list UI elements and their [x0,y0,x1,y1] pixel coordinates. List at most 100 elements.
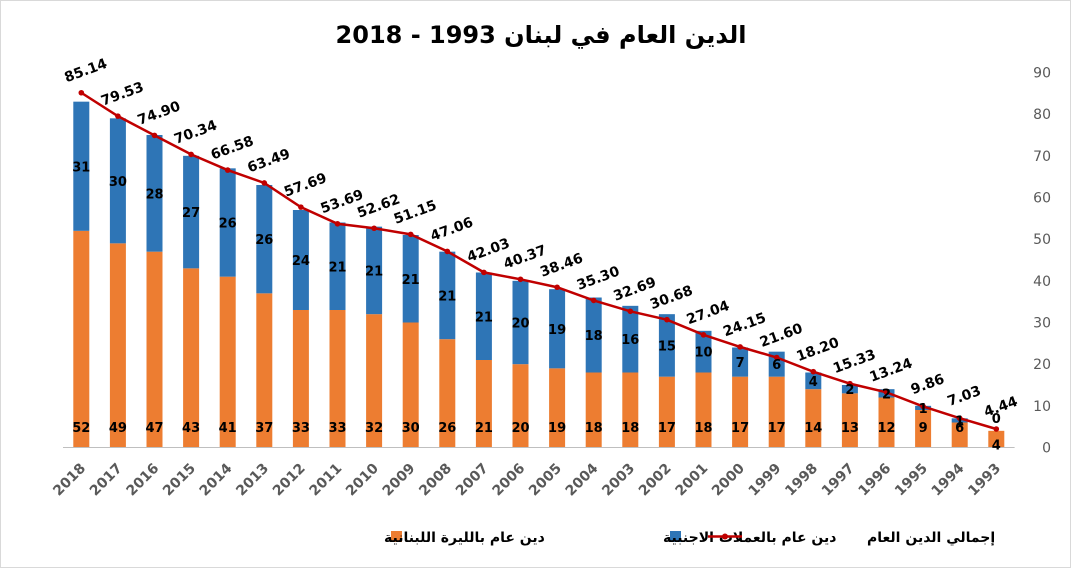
legend-marker-total [722,533,728,540]
bar-lbp-debt [951,422,968,448]
x-tick-label: 2005 [526,461,565,500]
total-value-label: 57.69 [282,170,329,200]
foreign-value-label: 10 [694,346,712,361]
bar-lbp-debt [256,293,273,448]
total-debt-marker [590,297,597,304]
bar-foreign-debt [805,372,822,390]
total-value-label: 79.53 [99,79,146,109]
total-debt-marker [554,284,560,291]
bar-lbp-debt [439,339,456,448]
x-tick-label: 2018 [50,461,89,500]
y-tick-label: 40 [1033,274,1051,290]
foreign-value-label: 20 [511,317,529,332]
total-value-label: 9.86 [909,371,947,398]
bar-lbp-debt [549,368,566,448]
y-tick-label: 50 [1033,232,1051,248]
legend-swatch-lbp [391,531,402,542]
foreign-value-label: 1 [955,414,964,429]
x-tick-label: 2006 [489,461,528,500]
x-tick-label: 2014 [197,460,236,499]
lbp-value-label: 17 [731,421,749,436]
bar-lbp-debt [402,322,419,448]
lbp-value-label: 4 [992,439,1001,454]
total-value-label: 74.90 [136,98,183,128]
lbp-value-label: 47 [145,421,163,436]
foreign-value-label: 28 [145,187,163,202]
x-tick-label: 1994 [929,460,968,499]
bar-foreign-debt [841,385,858,394]
bar-lbp-debt [292,310,309,448]
bar-lbp-debt [732,376,749,448]
bar-lbp-debt [878,397,895,448]
y-tick-label: 70 [1033,149,1051,165]
lbp-value-label: 33 [292,421,310,436]
legend-item-foreign: دين عام بالعملات الاجنبية [663,530,836,546]
y-axis: 0 10 20 30 40 50 60 70 80 90 [1033,66,1051,457]
total-debt-marker [371,225,377,232]
x-tick-label: 2002 [636,461,675,500]
bar-lbp-debt [366,314,383,448]
x-tick-label: 2016 [123,461,162,500]
total-debt-marker [700,332,707,338]
bar-lbp-debt [585,372,602,448]
total-debt-marker [444,248,451,255]
foreign-value-label: 7 [736,356,745,371]
lbp-value-label: 19 [548,421,566,436]
foreign-value-label: 21 [328,260,346,275]
foreign-value-label: 21 [475,310,493,325]
bar-foreign-debt [256,185,273,294]
bar-lbp-debt [146,251,163,448]
y-tick-label: 20 [1033,357,1051,373]
foreign-value-label: 16 [621,333,639,348]
y-tick-label: 90 [1033,66,1051,82]
foreign-value-label: 2 [882,387,891,402]
foreign-value-label: 30 [109,175,127,190]
lbp-value-label: 52 [72,421,90,436]
bar-lbp-debt [695,372,712,448]
bar-lbp-debt [805,389,822,448]
foreign-value-label: 31 [72,160,90,175]
total-debt-marker [773,354,780,361]
bar-lbp-debt [658,376,675,448]
lbp-value-label: 14 [804,421,822,436]
total-debt-marker [188,151,194,158]
total-debt-marker [993,426,1000,432]
legend: دين عام بالليرة اللبنانية دين عام بالعمل… [384,530,995,546]
lbp-value-label: 37 [255,421,273,436]
lbp-value-label: 17 [768,421,786,436]
lbp-value-label: 49 [109,421,127,436]
x-tick-label: 2007 [453,461,492,500]
x-tick-label: 1993 [965,461,1004,500]
total-value-label: 47.06 [428,215,475,245]
bar-foreign-debt [73,101,90,231]
x-tick-label: 2015 [160,461,199,500]
total-debt-marker [517,276,524,283]
data-labels-layer: 5231493047284327412637263324332132213021… [62,56,1020,454]
foreign-value-label: 6 [772,358,781,373]
x-tick-label: 1996 [855,461,894,500]
legend-swatch-foreign [670,531,681,542]
foreign-value-label: 21 [365,264,383,279]
foreign-value-label: 21 [438,289,456,304]
total-debt-marker [847,380,853,387]
total-debt-marker [298,204,304,210]
bar-foreign-debt [732,347,749,377]
bar-lbp-debt [512,364,529,448]
bars-layer [73,101,1005,448]
total-debt-marker [481,269,487,276]
foreign-value-label: 27 [182,206,200,221]
legend-label-foreign: دين عام بالعملات الاجنبية [663,530,836,546]
foreign-value-label: 18 [585,329,603,344]
lbp-value-label: 30 [402,421,420,436]
x-tick-label: 2010 [343,460,382,499]
total-debt-marker [920,403,926,410]
x-tick-label: 1997 [819,461,858,500]
lbp-value-label: 12 [877,421,895,436]
lbp-value-label: 18 [585,421,603,436]
bar-foreign-debt [219,168,236,277]
bar-foreign-debt [292,210,309,310]
bar-foreign-debt [402,235,419,323]
bar-foreign-debt [549,289,566,369]
